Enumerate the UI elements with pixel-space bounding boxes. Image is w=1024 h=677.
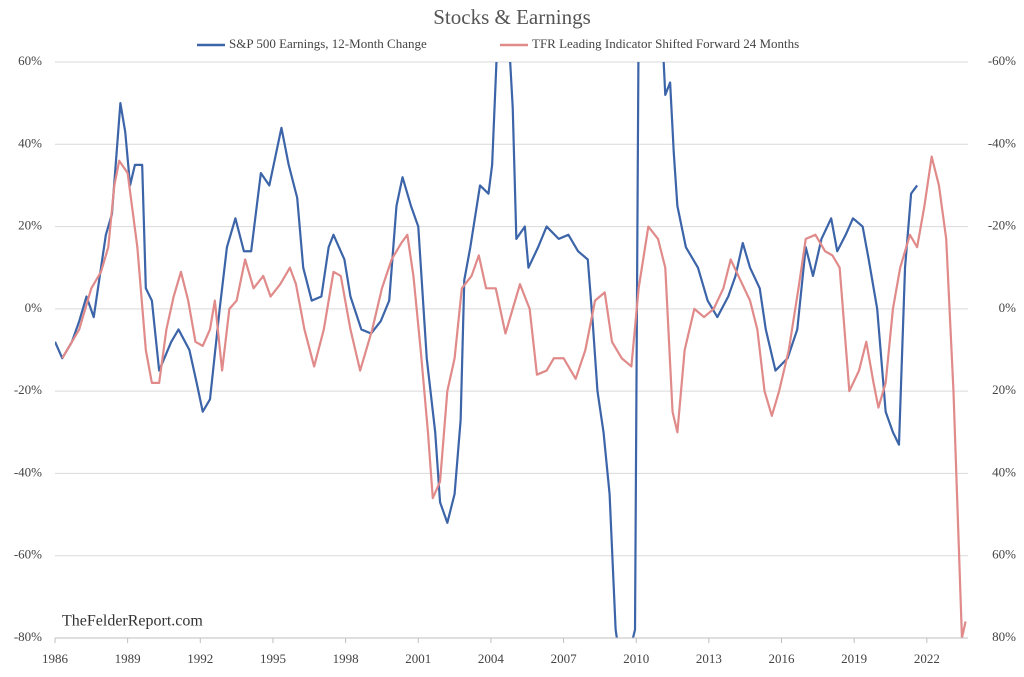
x-tick-label: 2019: [841, 651, 867, 666]
y-tick-label: -40%: [14, 464, 42, 479]
y2-tick-label: -20%: [988, 218, 1016, 233]
y2-tick-label: 60%: [992, 547, 1016, 562]
y-tick-label: -60%: [14, 547, 42, 562]
x-tick-label: 2007: [551, 651, 578, 666]
x-tick-label: 2016: [769, 651, 796, 666]
x-tick-label: 1986: [42, 651, 69, 666]
y-tick-label: 0%: [25, 300, 43, 315]
x-tick-label: 2001: [405, 651, 431, 666]
y2-tick-label: 80%: [992, 629, 1016, 644]
watermark: TheFelderReport.com: [62, 613, 203, 630]
series-line: [61, 155, 967, 638]
x-tick-label: 1992: [187, 651, 213, 666]
y-tick-label: 60%: [18, 53, 42, 68]
y2-tick-label: -40%: [988, 135, 1016, 150]
x-tick-label: 1989: [115, 651, 141, 666]
y2-tick-label: 40%: [992, 464, 1016, 479]
y-tick-label: -20%: [14, 382, 42, 397]
x-tick-label: 2004: [478, 651, 505, 666]
axes: -80% -60% -40% -20% 0% 20% 40% 60% 80% 60% 40% 20% 0…: [14, 53, 1016, 666]
chart-title: Stocks & Earnings: [433, 5, 591, 29]
x-tick-label: 1995: [260, 651, 286, 666]
y2-tick-label: 20%: [992, 382, 1016, 397]
series-line: [55, 62, 919, 638]
y-tick-label: 40%: [18, 135, 42, 150]
x-tick-label: 2013: [696, 651, 722, 666]
y2-tick-label: -60%: [988, 53, 1016, 68]
x-tick-label: 2022: [914, 651, 940, 666]
y-tick-label: -80%: [14, 629, 42, 644]
legend-label: TFR Leading Indicator Shifted Forward 24…: [532, 36, 799, 51]
y-tick-label: 20%: [18, 218, 42, 233]
x-tick-label: 1998: [333, 651, 359, 666]
x-tick-label: 2010: [623, 651, 649, 666]
plot-area: [55, 62, 967, 638]
legend-label: S&P 500 Earnings, 12-Month Change: [229, 36, 427, 51]
y2-tick-label: 0%: [999, 300, 1017, 315]
